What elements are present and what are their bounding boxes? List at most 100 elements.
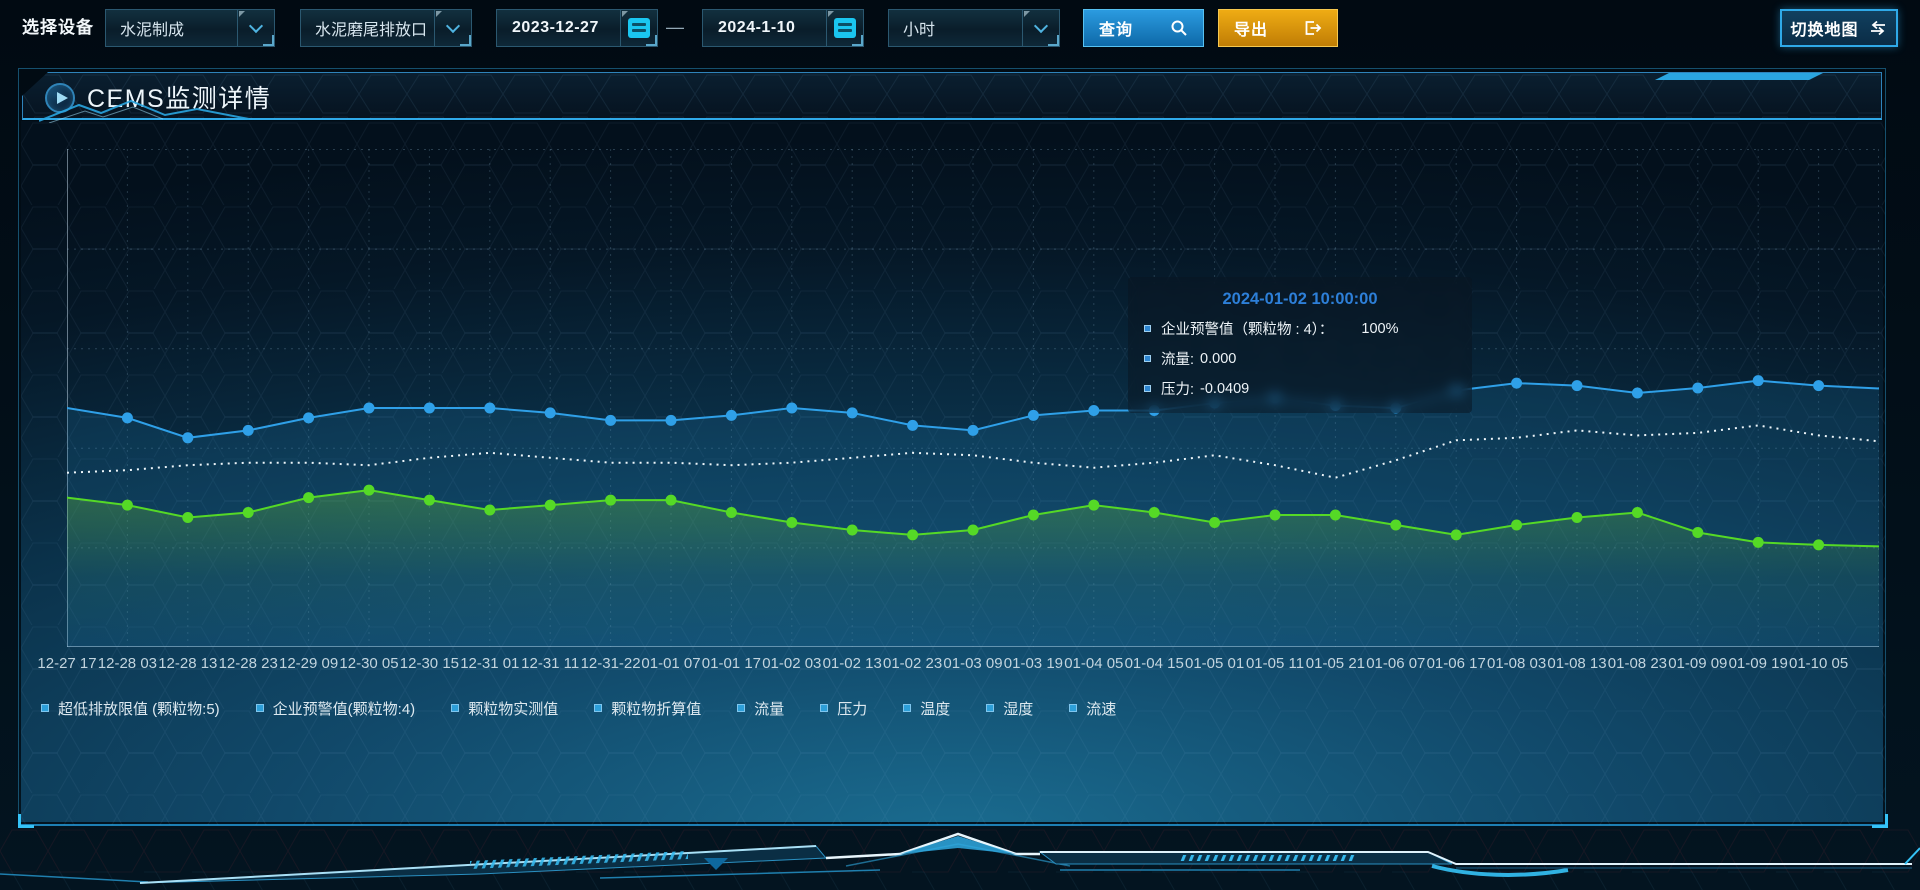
- legend-item[interactable]: 流速: [1069, 698, 1116, 719]
- chevron-down-icon[interactable]: [237, 10, 274, 46]
- legend-item[interactable]: 超低排放限值 (颗粒物:5): [41, 698, 220, 719]
- calendar-icon[interactable]: [620, 10, 657, 46]
- legend-item[interactable]: 企业预警值(颗粒物:4): [255, 698, 416, 719]
- series-marker: [786, 402, 798, 414]
- panel-title-bar: CEMS监测详情: [22, 72, 1882, 120]
- series-marker: [544, 407, 556, 419]
- series-marker: [846, 524, 858, 536]
- tooltip-row: 压力: -0.0409: [1128, 378, 1472, 399]
- series-marker: [1752, 375, 1764, 387]
- series-marker: [907, 529, 919, 541]
- x-axis-label: 12-30 15: [399, 655, 459, 672]
- series-marker: [423, 494, 435, 506]
- legend-item[interactable]: 湿度: [986, 698, 1033, 719]
- legend-marker-icon: [737, 704, 746, 712]
- chart-tooltip: 2024-01-02 10:00:00 企业预警值（颗粒物 : 4）： 100% 流…: [1128, 277, 1472, 413]
- top-toolbar: 选择设备 水泥制成 水泥磨尾排放口 2023-12-27 — 2024-1-10…: [0, 0, 1920, 56]
- x-axis-label: 12-29 09: [278, 655, 339, 672]
- legend-label: 流速: [1086, 700, 1117, 718]
- end-date-picker[interactable]: 2024-1-10: [702, 9, 864, 47]
- series-marker: [605, 494, 617, 506]
- x-axis-label: 01-02 13: [822, 655, 882, 672]
- series-marker: [725, 507, 737, 518]
- series-marker: [967, 424, 979, 436]
- select-device-label: 选择设备: [22, 18, 94, 37]
- start-date-value: 2023-12-27: [512, 19, 599, 36]
- x-axis-label: 01-01 07: [641, 655, 701, 672]
- series-marker: [1390, 519, 1402, 531]
- legend-marker-icon: [451, 704, 460, 712]
- end-date-value: 2024-1-10: [718, 19, 796, 36]
- x-axis-label: 01-09 09: [1668, 655, 1728, 672]
- query-button[interactable]: 查询: [1083, 9, 1204, 47]
- legend-marker-icon: [255, 704, 264, 712]
- switch-map-button[interactable]: 切换地图: [1780, 9, 1898, 47]
- select-value: 小时: [903, 22, 936, 39]
- legend-label: 湿度: [1003, 700, 1034, 718]
- tooltip-rows: 企业预警值（颗粒物 : 4）： 100% 流量: 0.000 压力: -0.0409: [1128, 318, 1472, 399]
- cems-line-chart[interactable]: [67, 149, 1879, 647]
- start-date-picker[interactable]: 2023-12-27: [496, 9, 658, 47]
- series-marker: [1209, 517, 1221, 528]
- legend-item[interactable]: 颗粒物折算值: [594, 698, 701, 719]
- query-button-label: 查询: [1099, 22, 1134, 39]
- cems-detail-panel: CEMS监测详情 12-27 17 12-28 03 12-28 13 12-28 2…: [18, 68, 1886, 826]
- legend-marker-icon: [594, 704, 603, 712]
- x-axis-label: 01-10 05: [1788, 655, 1849, 672]
- series-marker: [1450, 529, 1462, 541]
- x-axis-label: 12-28 03: [97, 655, 157, 672]
- tooltip-timestamp: 2024-01-02 10:00:00: [1222, 290, 1378, 308]
- series-marker: [967, 524, 979, 536]
- x-axis-label: 01-02 23: [882, 655, 943, 672]
- tooltip-row-value: 100%: [1361, 320, 1399, 337]
- chevron-down-icon[interactable]: [1022, 10, 1059, 46]
- panel-corner-accent: [1872, 814, 1888, 828]
- legend-label: 颗粒物折算值: [611, 700, 702, 718]
- chevron-down-icon[interactable]: [434, 10, 471, 46]
- series-marker: [1692, 382, 1704, 394]
- series-marker: [1692, 527, 1704, 538]
- x-axis-label: 01-04 15: [1124, 655, 1184, 672]
- legend-item[interactable]: 颗粒物实测值: [451, 698, 558, 719]
- x-axis-label: 01-05 11: [1245, 655, 1305, 672]
- x-axis-label: 12-27 17: [37, 655, 97, 672]
- x-axis-label: 01-05 21: [1305, 655, 1365, 672]
- x-axis-label: 01-08 13: [1547, 655, 1607, 672]
- legend-label: 企业预警值(颗粒物:4): [272, 700, 416, 718]
- select-value: 水泥制成: [120, 22, 185, 39]
- series-area-压力: [67, 490, 1879, 647]
- series-marker: [182, 512, 194, 523]
- legend-item[interactable]: 流量: [737, 698, 784, 719]
- chart-legend: 超低排放限值 (颗粒物:5) 企业预警值(颗粒物:4) 颗粒物实测值 颗粒物折算值 流量…: [41, 697, 1865, 719]
- legend-marker-icon: [41, 704, 49, 712]
- series-marker: [1571, 512, 1583, 523]
- x-axis-label: 01-06 17: [1426, 655, 1486, 672]
- series-marker: [1813, 539, 1825, 551]
- legend-marker-icon: [903, 704, 912, 712]
- outlet-select[interactable]: 水泥磨尾排放口: [300, 9, 472, 47]
- calendar-icon[interactable]: [826, 10, 863, 46]
- interval-select[interactable]: 小时: [888, 9, 1060, 47]
- x-axis-label: 01-08 23: [1607, 655, 1667, 672]
- series-marker: [1813, 380, 1825, 392]
- swap-arrows-icon: [1870, 20, 1885, 36]
- tooltip-row-label: 压力:: [1161, 382, 1195, 398]
- play-icon[interactable]: [45, 83, 75, 113]
- series-marker: [725, 409, 737, 421]
- export-button[interactable]: 导出: [1218, 9, 1338, 47]
- series-marker: [1329, 509, 1341, 521]
- x-axis-label: 12-28 23: [218, 655, 278, 672]
- legend-item[interactable]: 压力: [820, 698, 867, 719]
- series-marker: [1269, 509, 1281, 521]
- titlebar-hex-texture: [23, 73, 1881, 119]
- x-axis-label: 12-30 05: [339, 655, 399, 672]
- tooltip-series-marker-icon: [1144, 325, 1151, 332]
- legend-item[interactable]: 温度: [903, 698, 950, 719]
- series-marker: [665, 494, 677, 506]
- x-axis-label: 01-06 07: [1366, 655, 1426, 672]
- series-marker: [907, 419, 919, 431]
- export-arrow-icon: [1305, 21, 1322, 35]
- device-category-select[interactable]: 水泥制成: [105, 9, 275, 47]
- series-marker: [665, 414, 677, 426]
- series-marker: [182, 432, 194, 444]
